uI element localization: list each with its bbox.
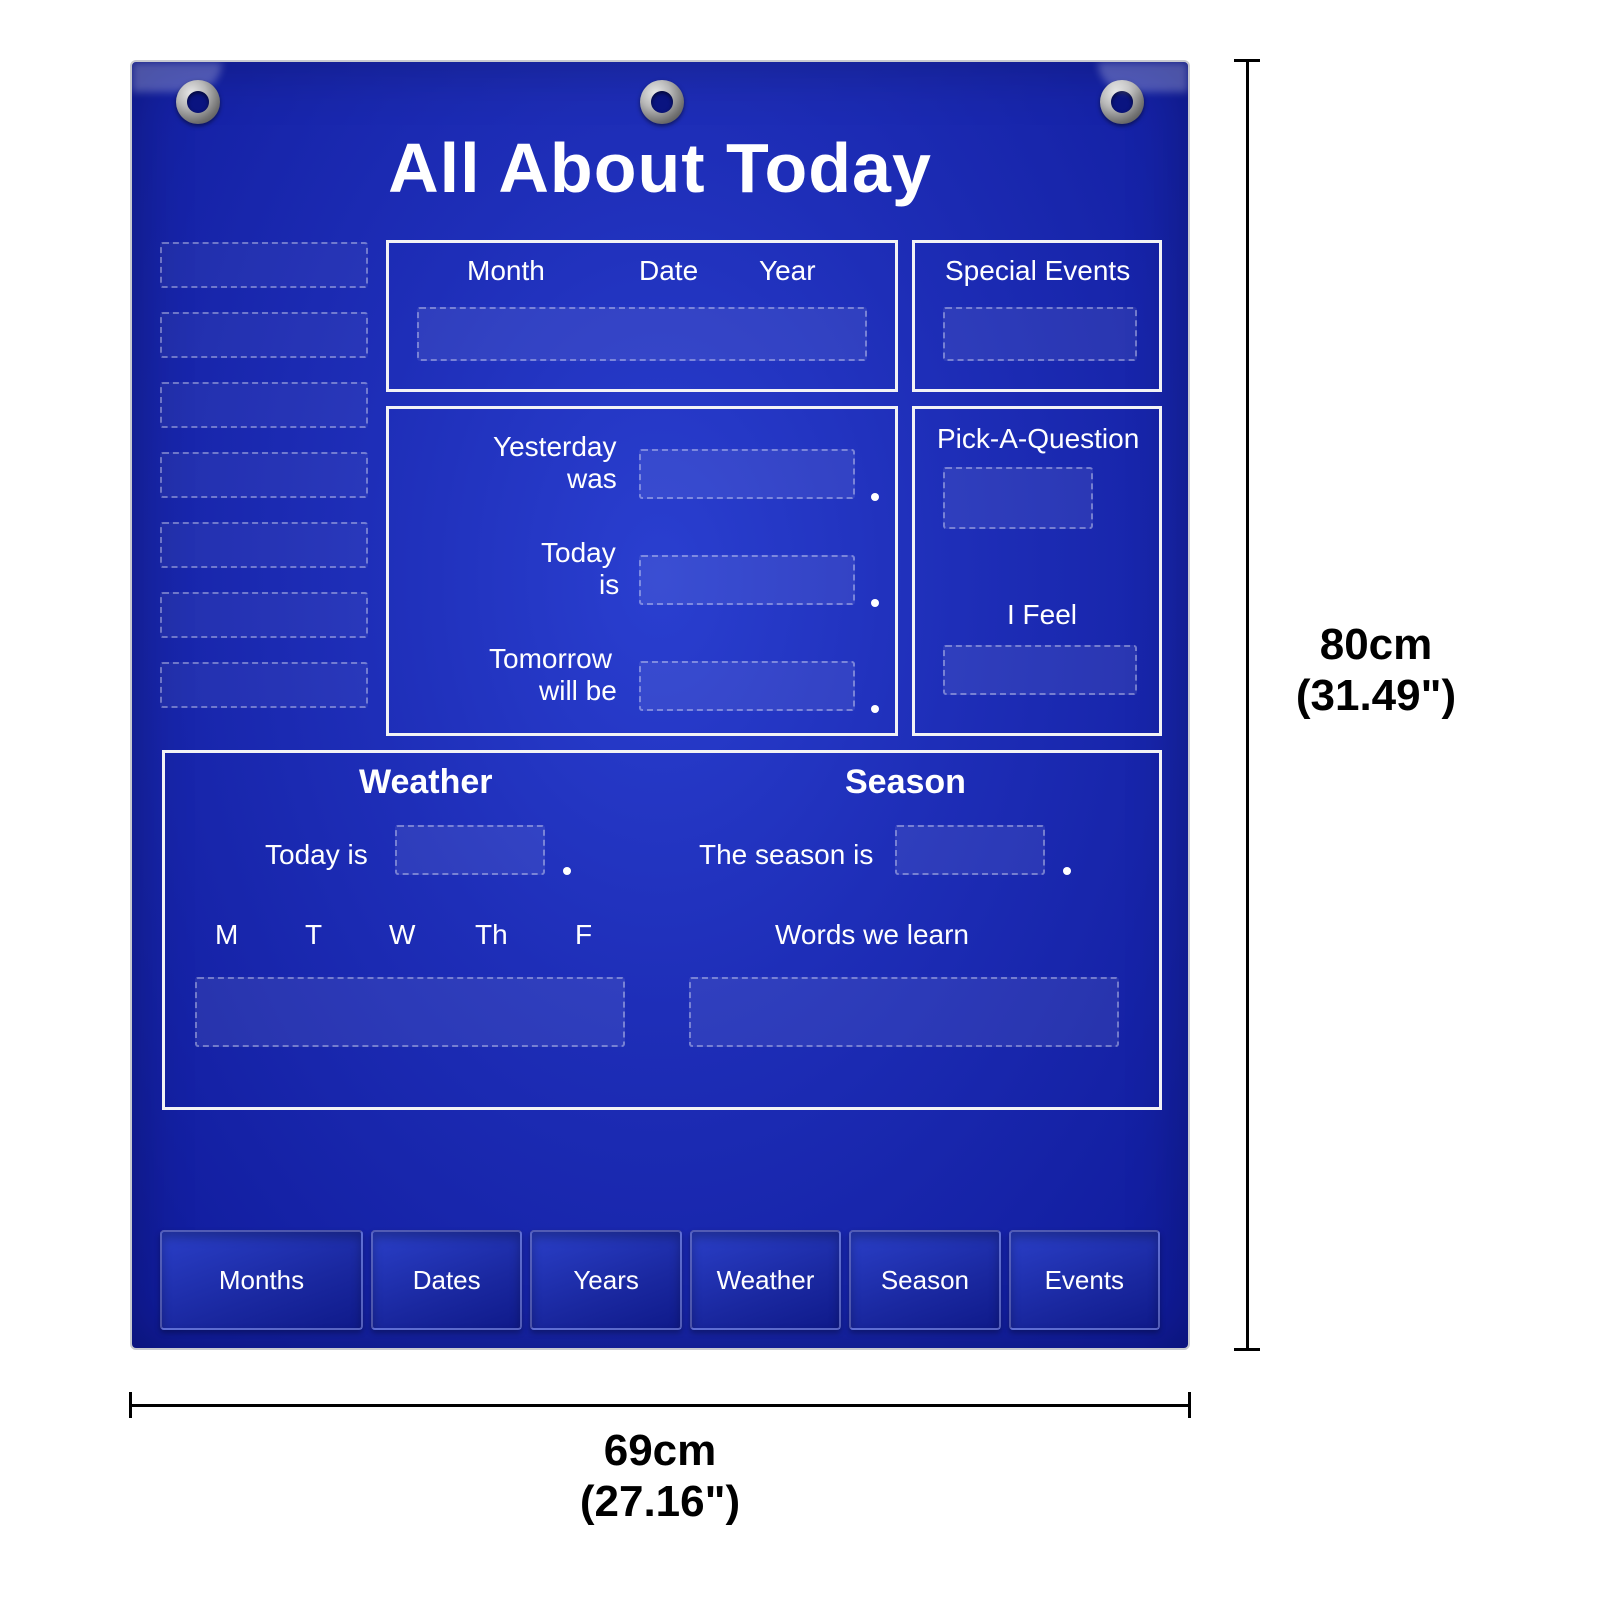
chart-title: All About Today [132, 128, 1188, 208]
pick-question-label: Pick-A-Question [937, 423, 1139, 455]
dimension-line-vertical [1246, 60, 1249, 1350]
weather-header: Weather [359, 763, 493, 802]
side-pocket [160, 662, 368, 708]
words-we-learn-label: Words we learn [775, 919, 969, 951]
side-pocket [160, 382, 368, 428]
today-label-2: is [599, 569, 619, 601]
words-pocket [689, 977, 1119, 1047]
date-pocket [417, 307, 867, 361]
storage-pocket: Weather [690, 1230, 841, 1330]
season-is-label: The season is [699, 839, 873, 871]
dimension-tick [129, 1392, 132, 1418]
weather-season-box: Weather Season Today is The season is M T… [162, 750, 1162, 1110]
today-label-1: Today [541, 537, 616, 569]
date-box: Month Date Year [386, 240, 898, 392]
dimension-width: 69cm (27.16") [130, 1426, 1190, 1527]
side-pocket [160, 312, 368, 358]
events-pocket [943, 307, 1137, 361]
dimension-tick [1234, 59, 1260, 62]
storage-pocket: Dates [371, 1230, 522, 1330]
grommet-icon [640, 80, 684, 124]
grommet-icon [176, 80, 220, 124]
storage-pocket: Season [849, 1230, 1000, 1330]
question-pocket [943, 467, 1093, 529]
pocket-chart: All About Today Month Date Year Special … [130, 60, 1190, 1350]
side-pocket [160, 242, 368, 288]
question-box: Pick-A-Question I Feel [912, 406, 1162, 736]
special-events-box: Special Events [912, 240, 1162, 392]
dimension-height: 80cm (31.49") [1276, 620, 1476, 721]
dim-height-in: (31.49") [1276, 671, 1476, 722]
tomorrow-label-1: Tomorrow [489, 643, 612, 675]
weather-week-pocket [195, 977, 625, 1047]
today-pocket [639, 555, 855, 605]
month-label: Month [467, 255, 545, 287]
weekday-label: Th [475, 919, 508, 951]
side-pocket [160, 592, 368, 638]
weather-today-pocket [395, 825, 545, 875]
weekday-label: M [215, 919, 238, 951]
weekday-label: T [305, 919, 322, 951]
season-header: Season [845, 763, 966, 802]
i-feel-label: I Feel [1007, 599, 1077, 631]
weekday-label: W [389, 919, 415, 951]
side-pocket [160, 452, 368, 498]
dim-height-cm: 80cm [1276, 620, 1476, 671]
product-figure: All About Today Month Date Year Special … [130, 60, 1470, 1540]
dim-width-in: (27.16") [130, 1477, 1190, 1528]
grommet-icon [1100, 80, 1144, 124]
dimension-line-horizontal [130, 1404, 1190, 1407]
side-pocket [160, 522, 368, 568]
weekday-label: F [575, 919, 592, 951]
storage-pocket: Months [160, 1230, 363, 1330]
dimension-tick [1188, 1392, 1191, 1418]
period-icon [563, 867, 571, 875]
period-icon [871, 599, 879, 607]
storage-pocket: Years [530, 1230, 681, 1330]
yesterday-label-2: was [567, 463, 617, 495]
days-box: Yesterday was Today is Tomorrow will be [386, 406, 898, 736]
yesterday-label-1: Yesterday [493, 431, 617, 463]
special-events-label: Special Events [945, 255, 1130, 287]
tomorrow-label-2: will be [539, 675, 617, 707]
dim-width-cm: 69cm [130, 1426, 1190, 1477]
tomorrow-pocket [639, 661, 855, 711]
season-is-pocket [895, 825, 1045, 875]
storage-pocket-row: MonthsDatesYearsWeatherSeasonEvents [160, 1230, 1160, 1330]
feel-pocket [943, 645, 1137, 695]
period-icon [871, 705, 879, 713]
year-label: Year [759, 255, 816, 287]
storage-pocket: Events [1009, 1230, 1160, 1330]
yesterday-pocket [639, 449, 855, 499]
dimension-tick [1234, 1348, 1260, 1351]
weather-today-is: Today is [265, 839, 368, 871]
period-icon [871, 493, 879, 501]
period-icon [1063, 867, 1071, 875]
date-label: Date [639, 255, 698, 287]
